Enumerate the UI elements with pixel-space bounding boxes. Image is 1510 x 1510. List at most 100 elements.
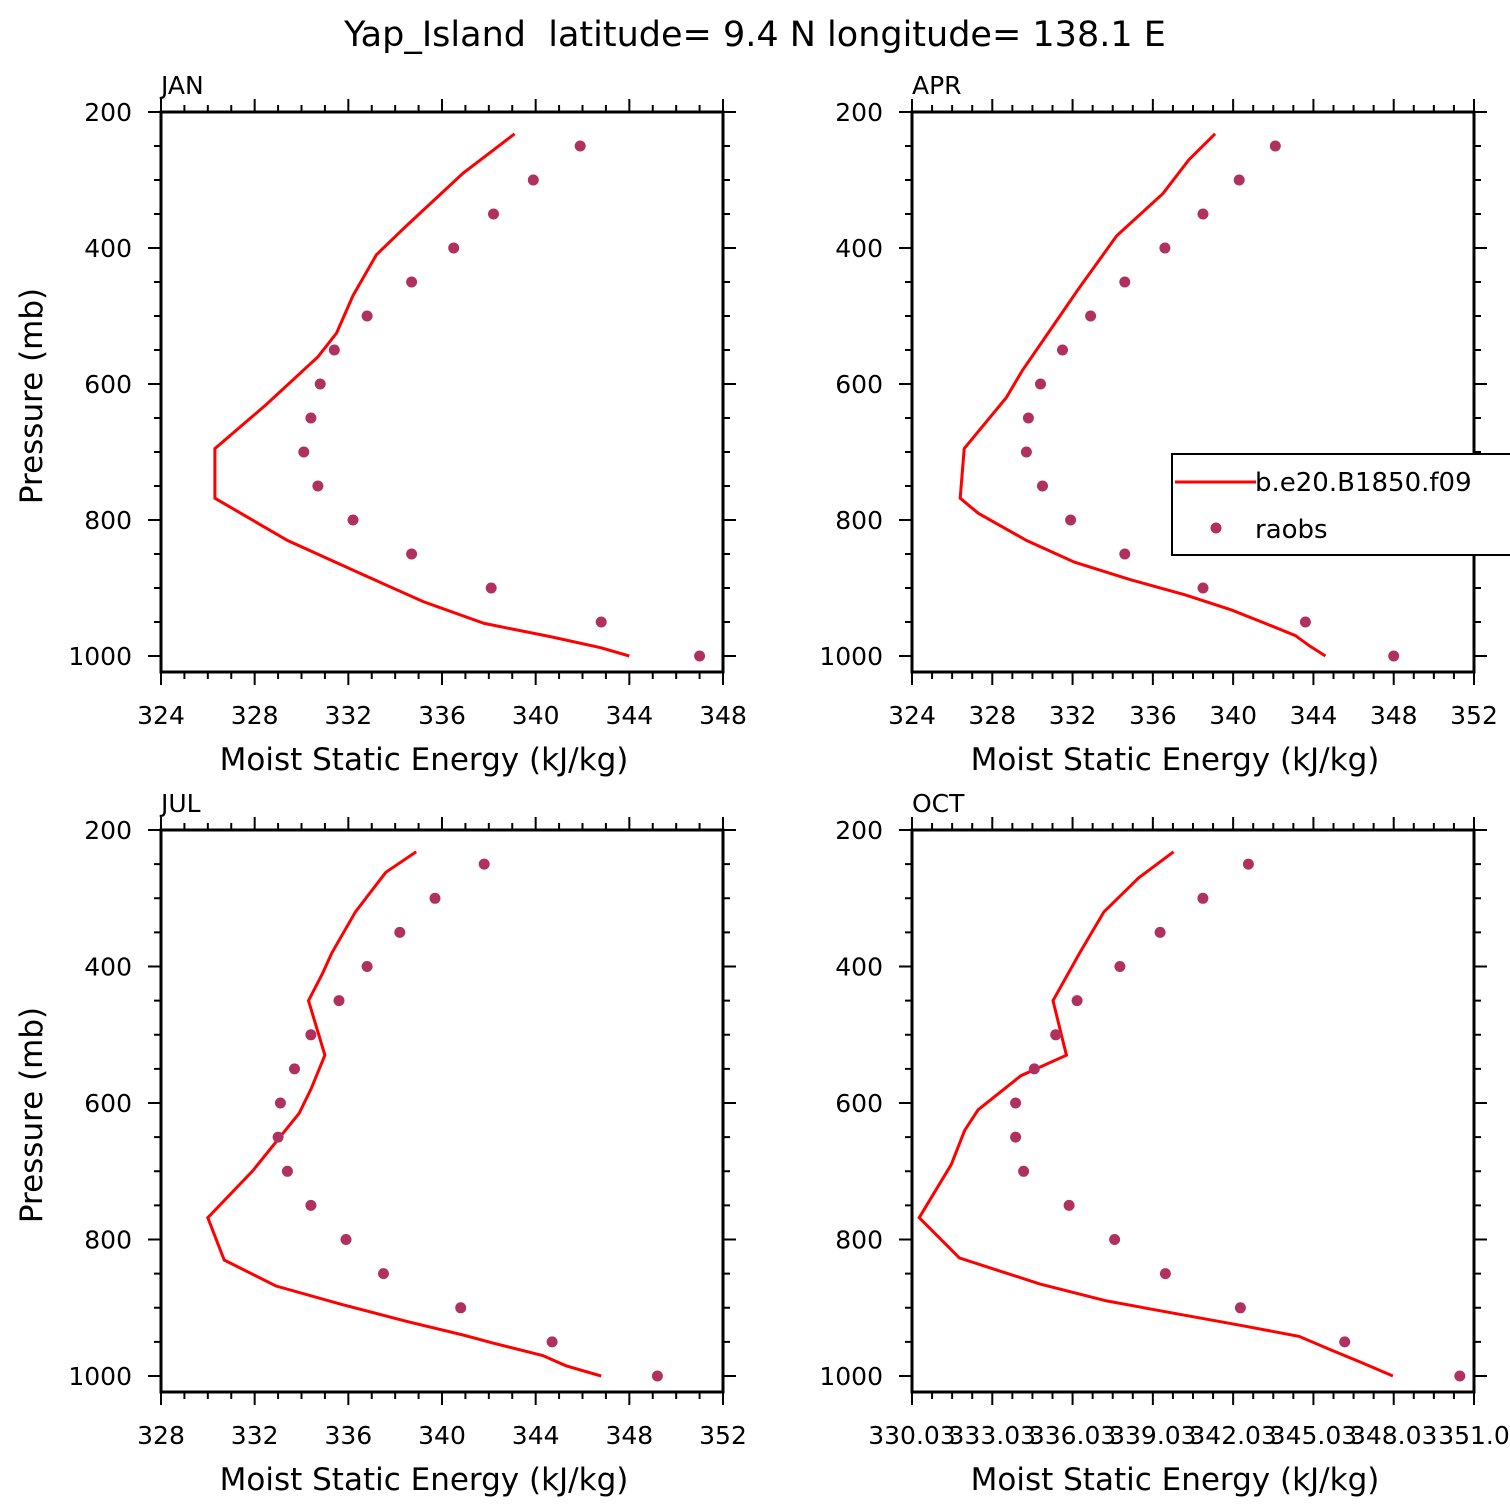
y-tick-label: 1000 (819, 642, 883, 671)
raobs-point (1269, 140, 1281, 152)
x-tick-label: 348 (605, 1421, 653, 1450)
x-tick-label: 339.03 (1109, 1421, 1196, 1450)
y-tick-label: 800 (84, 1226, 132, 1255)
raobs-point (1020, 446, 1032, 458)
panel-label: JAN (159, 71, 204, 100)
x-tick-label: 352 (1450, 701, 1498, 730)
x-tick-label: 348.03 (1350, 1421, 1437, 1450)
figure-title: Yap_Island latitude= 9.4 N longitude= 13… (343, 15, 1166, 55)
raobs-point (1022, 412, 1034, 424)
raobs-point (314, 378, 326, 390)
y-axis-title: Pressure (mb) (14, 288, 50, 504)
x-tick-label: 340 (1209, 701, 1257, 730)
raobs-point (361, 961, 373, 972)
x-tick-label: 328 (137, 1421, 185, 1450)
chart-panel-jul: JUL 328 332 336 340 344 348 352 200 400 600 800 1000… (14, 789, 747, 1498)
x-tick-label: 336 (1129, 701, 1177, 730)
raobs-point (488, 208, 499, 220)
raobs-point (1028, 1063, 1040, 1075)
y-tick-label: 600 (84, 1089, 132, 1118)
raobs-point (361, 310, 373, 322)
plot-frame (159, 828, 725, 1394)
model-profile-line (213, 132, 630, 658)
y-axis-title: Pressure (mb) (14, 1007, 50, 1223)
y-tick-label: 600 (835, 370, 883, 399)
panel-label: APR (912, 71, 962, 100)
raobs-point (378, 1268, 389, 1280)
x-tick-label: 332 (324, 701, 372, 730)
x-tick-label: 352 (699, 1421, 747, 1450)
y-tick-label: 400 (835, 953, 883, 982)
raobs-point (1085, 310, 1097, 322)
raobs-point (274, 1097, 286, 1109)
chart-panel-jan: JAN 324 328 332 336 340 344 348 200 400 600 800 1000… (14, 71, 747, 778)
x-tick-label: 324 (888, 701, 936, 730)
x-tick-label: 351.0 (1438, 1421, 1510, 1450)
raobs-point (1339, 1336, 1351, 1348)
plot-frame (159, 110, 725, 674)
x-tick-label: 342.03 (1189, 1421, 1276, 1450)
y-tick-label: 200 (835, 816, 883, 845)
x-axis-title: Moist Static Energy (kJ/kg) (971, 1462, 1380, 1498)
x-tick-label: 324 (137, 701, 185, 730)
raobs-point (1035, 378, 1046, 390)
raobs-point (406, 276, 418, 288)
x-tick-label: 348 (699, 701, 747, 730)
panel-label: JUL (159, 789, 201, 818)
raobs-point (1050, 1029, 1062, 1041)
raobs-point (1454, 1370, 1466, 1382)
raobs-point (298, 446, 310, 458)
y-tick-label: 600 (84, 370, 132, 399)
raobs-point (1119, 276, 1131, 288)
raobs-point (694, 650, 706, 662)
x-tick-label: 332 (1049, 701, 1097, 730)
raobs-point (272, 1131, 284, 1143)
y-tick-label: 400 (84, 234, 132, 263)
y-tick-label: 400 (84, 953, 132, 982)
x-tick-label: 336 (418, 701, 466, 730)
x-tick-label: 330.03 (868, 1421, 955, 1450)
x-tick-label: 328 (231, 701, 279, 730)
raobs-point (1010, 1097, 1022, 1109)
y-tick-label: 1000 (68, 1362, 132, 1391)
raobs-point (1233, 174, 1245, 186)
x-axis-title: Moist Static Energy (kJ/kg) (220, 1462, 629, 1498)
raobs-point (1299, 616, 1311, 628)
raobs-point (340, 1234, 352, 1245)
raobs-point (1057, 344, 1068, 356)
legend: b.e20.B1850.f09 raobs (1171, 453, 1510, 556)
raobs-point (406, 548, 418, 560)
plot-frame (910, 828, 1476, 1394)
raobs-point (1159, 1268, 1171, 1280)
raobs-point (1197, 208, 1209, 220)
raobs-point (485, 582, 497, 594)
raobs-point (1114, 961, 1126, 972)
legend-label: raobs (1255, 515, 1328, 545)
y-tick-label: 800 (835, 1226, 883, 1255)
y-tick-label: 200 (84, 98, 132, 127)
x-tick-label: 345.03 (1270, 1421, 1357, 1450)
model-profile-line (917, 850, 1394, 1378)
raobs-point (1018, 1165, 1030, 1177)
x-tick-label: 336.03 (1029, 1421, 1116, 1450)
raobs-point (455, 1302, 467, 1314)
raobs-point (305, 1199, 317, 1211)
y-tick-label: 600 (835, 1089, 883, 1118)
raobs-point (281, 1165, 293, 1177)
y-tick-label: 800 (835, 506, 883, 535)
raobs-point (1071, 995, 1083, 1007)
x-axis-title: Moist Static Energy (kJ/kg) (220, 742, 629, 778)
raobs-point (1388, 650, 1400, 662)
raobs-point (289, 1063, 300, 1075)
legend-box (1171, 453, 1510, 556)
raobs-point (1065, 514, 1077, 526)
raobs-point (312, 480, 324, 492)
raobs-point (328, 344, 340, 356)
raobs-point (1010, 1131, 1022, 1143)
raobs-point (448, 242, 460, 254)
raobs-point (1154, 926, 1166, 938)
raobs-point (1063, 1199, 1075, 1211)
y-tick-label: 1000 (68, 642, 132, 671)
x-tick-label: 336 (324, 1421, 372, 1450)
